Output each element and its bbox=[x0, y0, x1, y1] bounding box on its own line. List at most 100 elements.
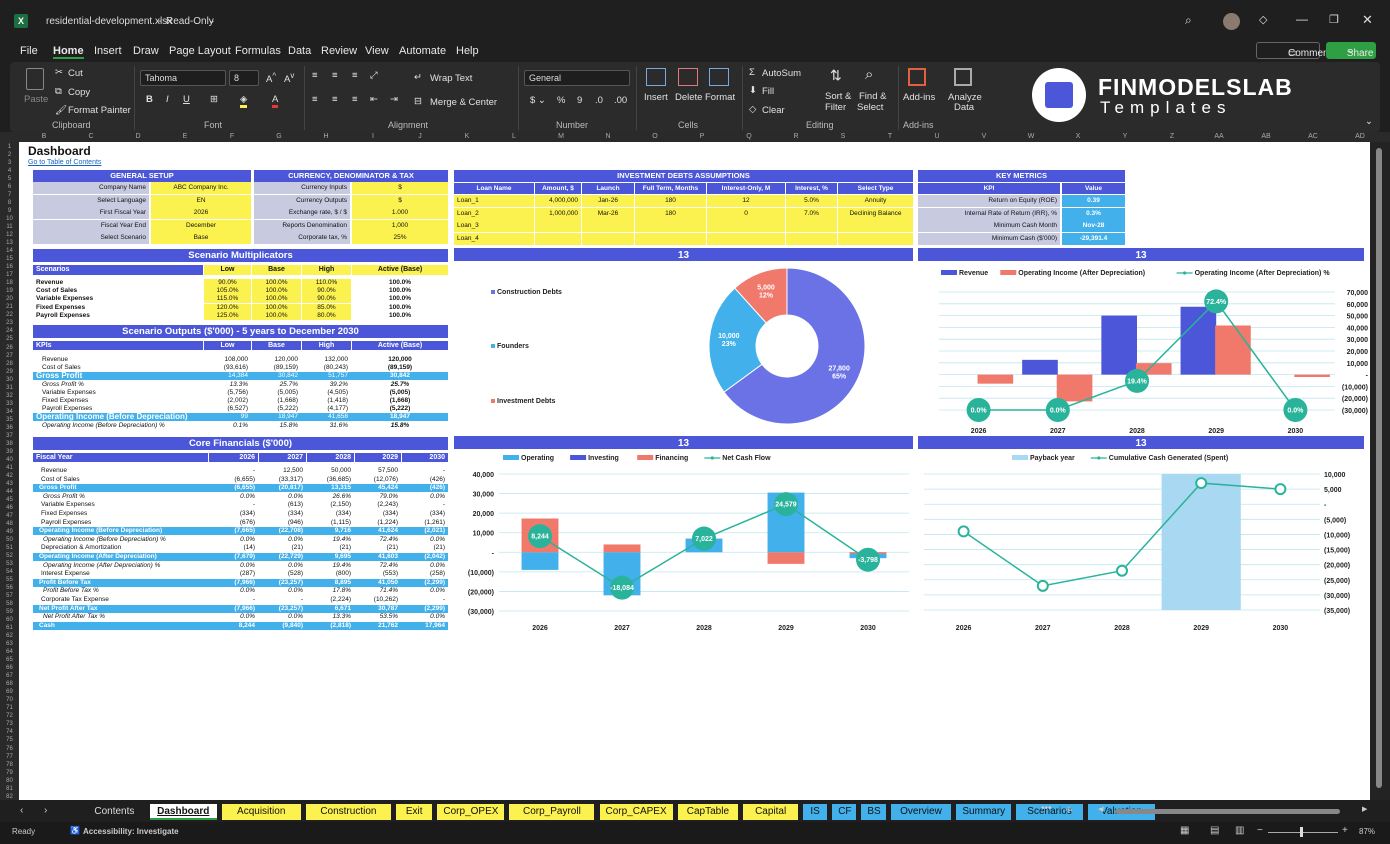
font-color-icon[interactable]: A bbox=[272, 94, 279, 108]
currency-icon[interactable]: $ ⌄ bbox=[530, 95, 546, 106]
row-header[interactable]: 61 bbox=[6, 625, 13, 632]
column-header[interactable]: Z bbox=[1169, 133, 1175, 140]
zoom-slider-thumb[interactable] bbox=[1300, 827, 1303, 837]
tab-capital[interactable]: Capital bbox=[743, 804, 798, 820]
column-header[interactable]: Y bbox=[1122, 133, 1128, 140]
row-header[interactable]: 77 bbox=[6, 753, 13, 760]
sort-filter-button-line2[interactable]: Filter bbox=[825, 102, 847, 113]
font-family-select[interactable]: Tahoma bbox=[140, 70, 226, 86]
page-layout-view-icon[interactable]: ▤ bbox=[1210, 825, 1220, 836]
restore-icon[interactable]: ❐ bbox=[1329, 14, 1339, 26]
zoom-in-icon[interactable]: + bbox=[1342, 825, 1348, 836]
column-header[interactable]: H bbox=[323, 133, 329, 140]
horizontal-scrollbar-thumb[interactable] bbox=[1115, 809, 1340, 814]
column-header[interactable]: K bbox=[464, 133, 470, 140]
delete-cells-icon[interactable] bbox=[678, 68, 698, 86]
row-header[interactable]: 23 bbox=[6, 320, 13, 327]
format-cells-icon[interactable] bbox=[709, 68, 729, 86]
column-header[interactable]: C bbox=[88, 133, 94, 140]
italic-icon[interactable]: I bbox=[166, 94, 169, 105]
share-button[interactable]: Share ⌄ bbox=[1326, 42, 1376, 59]
underline-icon[interactable]: U bbox=[183, 94, 190, 105]
row-header[interactable]: 48 bbox=[6, 520, 13, 527]
fill-icon[interactable]: ⬇ bbox=[749, 85, 757, 96]
menu-help[interactable]: Help bbox=[456, 45, 479, 57]
row-header[interactable]: 57 bbox=[6, 593, 13, 600]
row-header[interactable]: 72 bbox=[6, 713, 13, 720]
addins-icon[interactable] bbox=[908, 68, 926, 86]
row-header[interactable]: 4 bbox=[7, 168, 12, 175]
decrease-font-icon[interactable]: Av bbox=[284, 71, 295, 86]
row-header[interactable]: 51 bbox=[6, 545, 13, 551]
format-painter-button[interactable]: Format Painter bbox=[68, 105, 131, 116]
row-header[interactable]: 16 bbox=[6, 264, 13, 271]
percent-icon[interactable]: % bbox=[557, 95, 566, 106]
row-header[interactable]: 35 bbox=[6, 416, 13, 423]
tab-scenarios[interactable]: Scenarios bbox=[1016, 804, 1083, 820]
column-header[interactable]: O bbox=[652, 133, 658, 140]
row-header[interactable]: 1 bbox=[7, 144, 12, 150]
column-header[interactable]: N bbox=[605, 133, 611, 140]
menu-automate[interactable]: Automate bbox=[399, 45, 447, 57]
delete-cells-button[interactable]: Delete bbox=[675, 92, 703, 103]
tab-bs[interactable]: BS bbox=[861, 804, 886, 820]
row-header[interactable]: 49 bbox=[6, 528, 13, 535]
row-header[interactable]: 37 bbox=[6, 432, 13, 439]
accessibility-icon[interactable]: ♿ bbox=[70, 826, 80, 835]
next-sheet-icon[interactable]: › bbox=[44, 805, 48, 816]
row-header[interactable]: 5 bbox=[7, 176, 12, 183]
row-header[interactable]: 53 bbox=[6, 561, 13, 568]
find-select-button[interactable]: Find & bbox=[859, 91, 887, 102]
align-left-icon[interactable]: ≡ bbox=[312, 94, 318, 105]
row-header[interactable]: 59 bbox=[6, 609, 13, 616]
column-header[interactable]: T bbox=[887, 133, 893, 140]
row-header[interactable]: 15 bbox=[6, 256, 13, 263]
tab-is[interactable]: IS bbox=[803, 804, 828, 820]
chevron-down-icon[interactable]: ⌄ bbox=[208, 15, 216, 25]
comments-button[interactable]: ▭ Comments bbox=[1256, 42, 1336, 59]
find-select-button-line2[interactable]: Select bbox=[857, 102, 884, 113]
minimize-icon[interactable]: — bbox=[1296, 12, 1308, 26]
row-header[interactable]: 52 bbox=[6, 553, 13, 560]
orientation-icon[interactable]: ⤢ bbox=[370, 70, 378, 81]
wrap-text-icon[interactable]: ↵ bbox=[414, 72, 422, 83]
vertical-scrollbar[interactable] bbox=[1370, 142, 1390, 800]
row-header[interactable]: 33 bbox=[6, 400, 13, 407]
menu-view[interactable]: View bbox=[365, 45, 389, 57]
wrap-text-button[interactable]: Wrap Text bbox=[430, 73, 473, 84]
row-header[interactable]: 11 bbox=[6, 224, 13, 231]
column-header[interactable]: R bbox=[793, 133, 799, 140]
menu-file[interactable]: File bbox=[20, 45, 38, 57]
row-header[interactable]: 27 bbox=[6, 352, 13, 359]
cut-icon[interactable]: ✂ bbox=[55, 67, 63, 78]
row-header[interactable]: 50 bbox=[6, 536, 13, 543]
menu-draw[interactable]: Draw bbox=[133, 45, 159, 57]
zoom-out-icon[interactable]: − bbox=[1257, 825, 1263, 836]
row-header[interactable]: 45 bbox=[6, 496, 13, 503]
column-header[interactable]: M bbox=[558, 133, 564, 140]
hscroll-right-icon[interactable]: ▶ bbox=[1362, 806, 1368, 813]
autosum-icon[interactable]: Σ bbox=[749, 67, 755, 78]
row-header[interactable]: 41 bbox=[6, 464, 13, 471]
collapse-ribbon-icon[interactable]: ⌄ bbox=[1365, 116, 1373, 127]
row-header[interactable]: 79 bbox=[6, 769, 13, 776]
row-header[interactable]: 43 bbox=[6, 480, 13, 487]
column-header[interactable]: E bbox=[182, 133, 188, 140]
tab-overview[interactable]: Overview bbox=[890, 804, 952, 820]
row-header[interactable]: 63 bbox=[6, 641, 13, 648]
hscroll-left-icon[interactable]: ◀ bbox=[1098, 806, 1104, 813]
row-header[interactable]: 31 bbox=[6, 384, 13, 391]
row-header[interactable]: 10 bbox=[6, 216, 13, 223]
column-header[interactable]: AA bbox=[1214, 133, 1224, 140]
row-header[interactable]: 62 bbox=[6, 633, 13, 640]
row-header[interactable]: 47 bbox=[6, 512, 13, 519]
increase-decimal-icon[interactable]: .0 bbox=[595, 95, 603, 106]
sort-filter-icon[interactable]: ⇅ bbox=[830, 67, 842, 83]
clear-button[interactable]: Clear bbox=[762, 105, 785, 116]
prev-sheet-icon[interactable]: ‹ bbox=[20, 805, 24, 816]
add-sheet-icon[interactable]: + bbox=[1065, 802, 1073, 817]
close-icon[interactable]: ✕ bbox=[1362, 12, 1373, 27]
menu-review[interactable]: Review bbox=[321, 45, 358, 57]
increase-indent-icon[interactable]: ⇥ bbox=[390, 94, 398, 105]
tab-dashboard[interactable]: Dashboard bbox=[149, 804, 217, 820]
